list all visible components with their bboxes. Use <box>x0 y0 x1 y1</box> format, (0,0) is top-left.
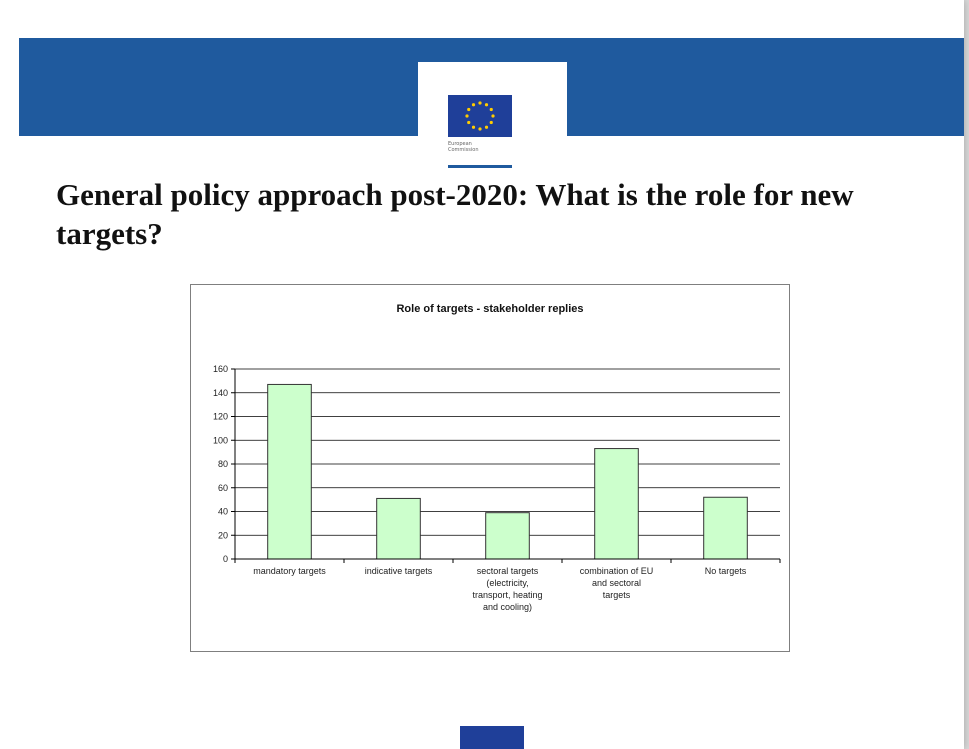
x-category-label-line: combination of EU <box>580 566 654 576</box>
bar-chart: Role of targets - stakeholder replies 0 2… <box>213 303 781 612</box>
x-category-label-line: targets <box>603 590 631 600</box>
y-tick-label: 40 <box>218 507 228 517</box>
y-tick-label: 140 <box>213 388 228 398</box>
logo-text-line2: Commission <box>448 147 479 153</box>
bar <box>594 448 639 560</box>
flag-star <box>465 114 469 118</box>
eu-flag-icon <box>448 95 512 137</box>
flag-star <box>471 103 476 107</box>
bar <box>376 497 421 560</box>
x-category-label-line: and sectoral <box>592 578 641 588</box>
logo-text: European Commission <box>448 141 512 153</box>
chart-frame: Role of targets - stakeholder replies 0 2… <box>190 284 790 652</box>
flag-star <box>484 103 489 107</box>
footer-block <box>460 726 524 749</box>
slide-title: General policy approach post-2020: What … <box>56 177 854 251</box>
x-category-label-line: and cooling) <box>483 602 532 612</box>
x-category-label-line: No targets <box>705 566 747 576</box>
x-category-label-line: (electricity, <box>486 578 528 588</box>
x-category-label-line: transport, heating <box>472 590 542 600</box>
y-tick-label: 160 <box>213 364 228 374</box>
x-category-label: indicative targets <box>365 566 433 576</box>
y-tick-label: 80 <box>218 459 228 469</box>
flag-star <box>489 107 493 112</box>
bar <box>267 383 312 560</box>
bar <box>703 496 748 560</box>
x-category-label: sectoral targets (electricity, transport, … <box>472 566 542 612</box>
eu-stars-icon <box>465 101 495 131</box>
flag-star <box>489 120 493 125</box>
y-tick-label: 100 <box>213 435 228 445</box>
x-category-label: mandatory targets <box>253 566 326 576</box>
x-category-label-line: sectoral targets <box>477 566 539 576</box>
x-category-label-line: indicative targets <box>365 566 433 576</box>
y-tick-label: 20 <box>218 530 228 540</box>
flag-star <box>491 114 495 118</box>
flag-star <box>484 125 489 129</box>
flag-star <box>467 107 471 112</box>
flag-star <box>478 127 482 131</box>
x-category-label: combination of EU and sectoral targets <box>580 566 654 600</box>
bar <box>485 512 530 560</box>
flag-star <box>478 101 482 105</box>
flag-star <box>471 125 476 129</box>
x-category-label: No targets <box>705 566 747 576</box>
logo-underline <box>448 165 512 168</box>
logo-text-line1: European <box>448 141 472 147</box>
chart-title: Role of targets - stakeholder replies <box>396 303 583 315</box>
y-tick-label: 0 <box>223 554 228 564</box>
y-tick-label: 60 <box>218 483 228 493</box>
y-tick-label: 120 <box>213 412 228 422</box>
flag-star <box>467 120 471 125</box>
x-category-label-line: mandatory targets <box>253 566 326 576</box>
